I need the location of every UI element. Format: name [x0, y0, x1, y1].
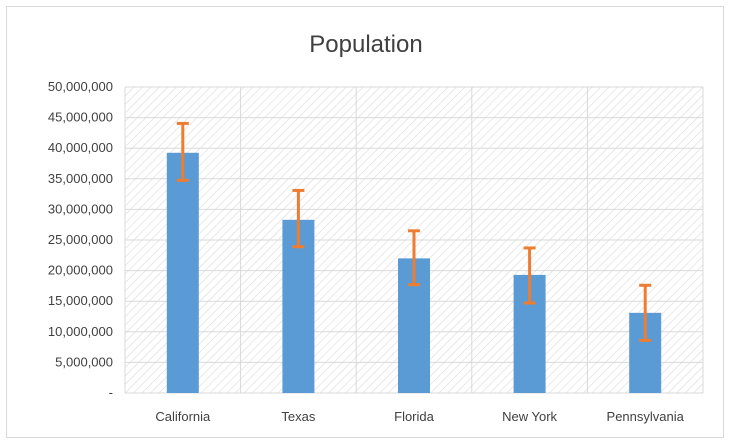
- bar-texas: [282, 219, 315, 393]
- y-tick-label: 10,000,000: [48, 324, 113, 339]
- plot-area: - 5,000,000 10,000,000 15,000,000 20,000,000…: [48, 79, 704, 424]
- y-tick-label: 35,000,000: [48, 171, 113, 186]
- y-tick-label: 30,000,000: [48, 201, 113, 216]
- y-tick-label: -: [109, 385, 113, 400]
- x-tick-label: Florida: [394, 409, 435, 424]
- y-tick-label: 50,000,000: [48, 79, 113, 94]
- y-tick-label: 5,000,000: [55, 354, 113, 369]
- y-tick-label: 25,000,000: [48, 232, 113, 247]
- y-tick-label: 20,000,000: [48, 263, 113, 278]
- x-tick-label: New York: [502, 409, 557, 424]
- x-tick-label: Texas: [281, 409, 315, 424]
- chart-title: Population: [309, 31, 422, 58]
- y-tick-label: 15,000,000: [48, 293, 113, 308]
- x-tick-label: Pennsylvania: [607, 409, 685, 424]
- y-tick-label: 40,000,000: [48, 140, 113, 155]
- y-tick-label: 45,000,000: [48, 110, 113, 125]
- x-tick-label: California: [155, 409, 211, 424]
- bar-california: [166, 152, 199, 393]
